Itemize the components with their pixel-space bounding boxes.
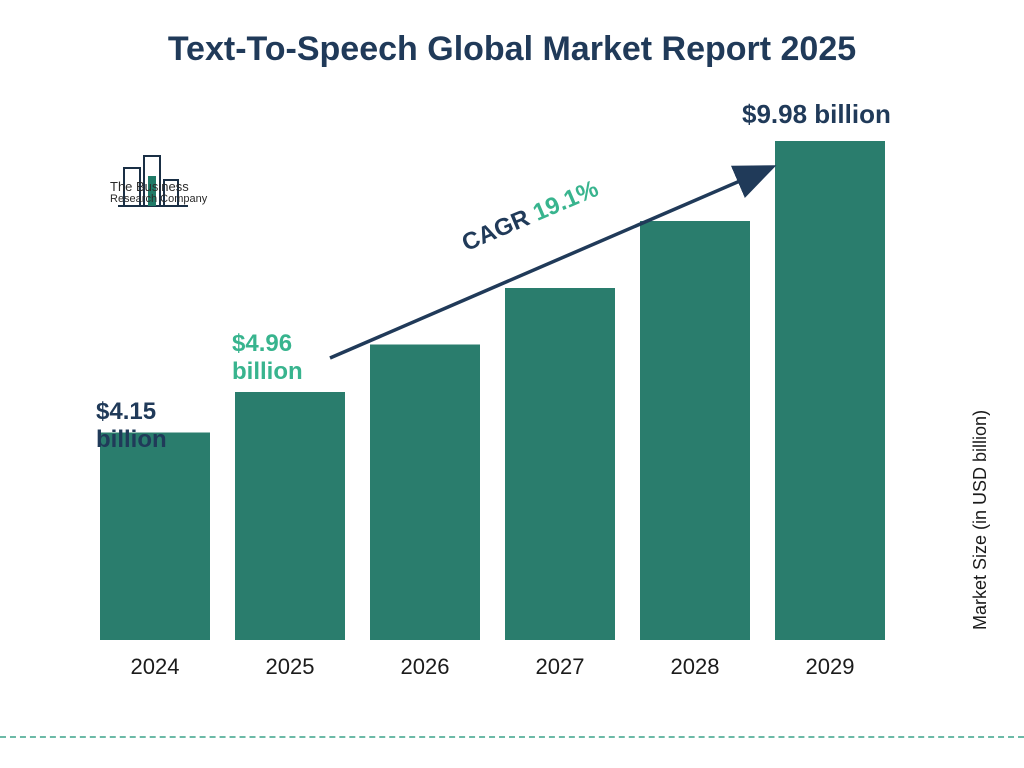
xaxis-tick: 2024 xyxy=(131,654,180,679)
xaxis-tick: 2029 xyxy=(806,654,855,679)
xaxis-tick: 2028 xyxy=(671,654,720,679)
bar-2027 xyxy=(505,288,615,640)
y-axis-label: Market Size (in USD billion) xyxy=(970,410,991,630)
bar-2028 xyxy=(640,221,750,640)
xaxis-tick: 2026 xyxy=(401,654,450,679)
xaxis-tick: 2027 xyxy=(536,654,585,679)
bar-2025 xyxy=(235,392,345,640)
stage: Text-To-Speech Global Market Report 2025… xyxy=(0,0,1024,768)
footer-divider xyxy=(0,736,1024,738)
bar-2026 xyxy=(370,345,480,641)
bar-2024 xyxy=(100,433,210,641)
value-label: $4.96billion xyxy=(232,330,303,385)
xaxis-tick: 2025 xyxy=(266,654,315,679)
value-label: $9.98 billion xyxy=(742,100,891,130)
bar-2029 xyxy=(775,141,885,640)
value-label: $4.15billion xyxy=(96,398,167,453)
